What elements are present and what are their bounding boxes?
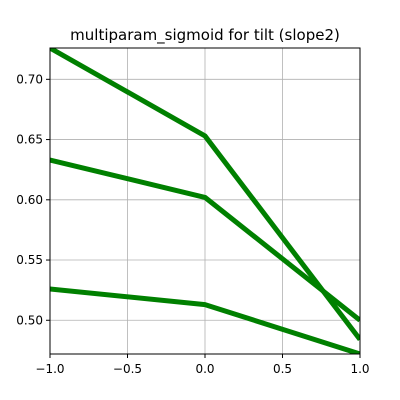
x-tick-label: 0.5 xyxy=(273,362,292,376)
x-tick-label: 0.0 xyxy=(195,362,214,376)
series-line-3 xyxy=(50,286,360,354)
y-tick-label: 0.65 xyxy=(16,133,43,147)
chart-title: multiparam_sigmoid for tilt (slope2) xyxy=(70,26,340,45)
series-line-2 xyxy=(50,157,360,323)
y-tick-label: 0.60 xyxy=(16,193,43,207)
series-layer xyxy=(50,48,360,354)
grid xyxy=(49,48,361,354)
y-tick-label: 0.70 xyxy=(16,72,43,86)
series-line-1 xyxy=(50,48,360,342)
x-tick-label: −1.0 xyxy=(35,362,64,376)
y-axis: 0.50 0.55 0.60 0.65 0.70 xyxy=(16,72,50,327)
y-tick-label: 0.55 xyxy=(16,253,43,267)
y-tick-label: 0.50 xyxy=(16,313,43,327)
x-tick-label: 1.0 xyxy=(350,362,369,376)
x-axis: −1.0 −0.5 0.0 0.5 1.0 xyxy=(35,354,370,376)
x-tick-label: −0.5 xyxy=(113,362,142,376)
